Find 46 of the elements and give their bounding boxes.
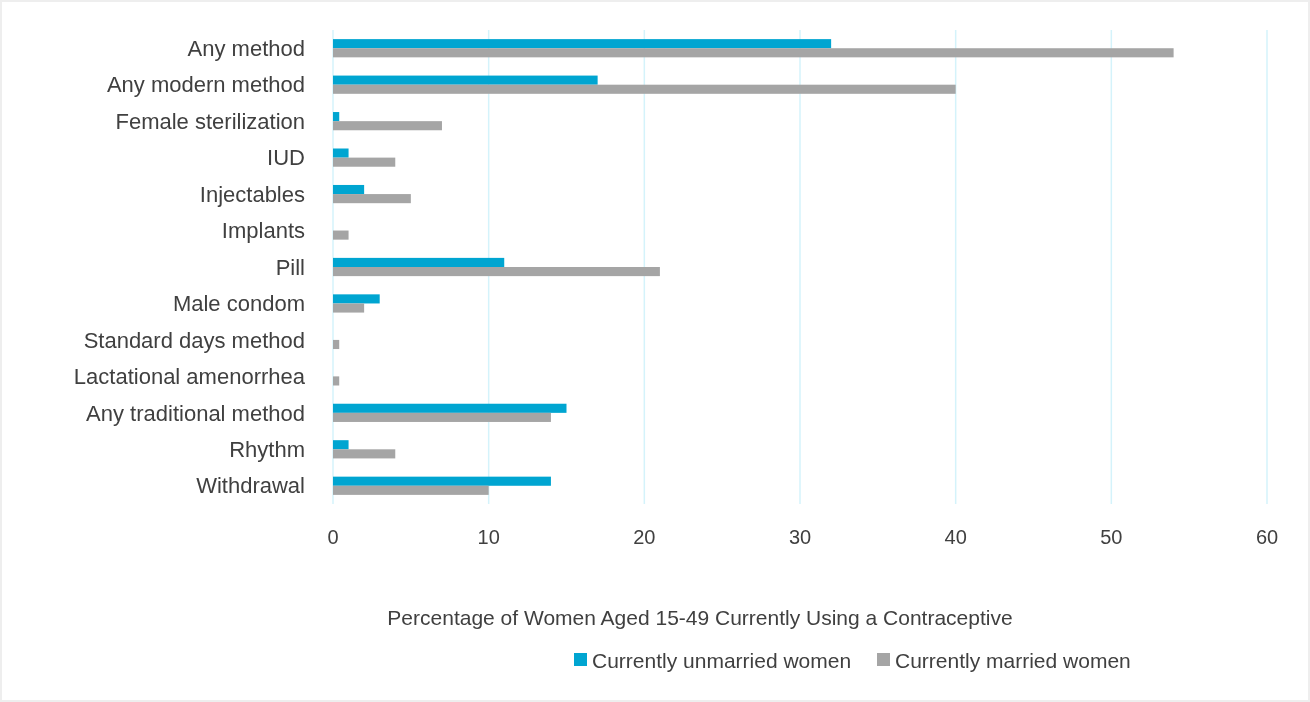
y-tick-label: Any traditional method — [86, 400, 305, 426]
bar — [333, 230, 349, 240]
bar — [333, 148, 349, 158]
y-tick-label: Any method — [187, 35, 305, 61]
y-tick-label: Pill — [275, 254, 305, 280]
bar — [333, 184, 365, 195]
x-tick-label: 40 — [944, 526, 967, 548]
y-tick-label: Any modern method — [106, 72, 305, 98]
y-tick-label: Male condom — [172, 291, 305, 317]
y-tick-label: Rhythm — [229, 437, 305, 463]
y-tick-label: Standard days method — [83, 327, 305, 353]
y-tick-label: Lactational amenorrhea — [73, 364, 306, 390]
bar — [333, 412, 551, 422]
legend-label: Currently married women — [895, 649, 1131, 673]
bar — [333, 257, 505, 267]
bar — [333, 449, 396, 459]
x-tick-label: 60 — [1255, 526, 1279, 548]
x-tick-label: 20 — [633, 526, 656, 548]
x-tick-label: 0 — [327, 526, 339, 548]
bar — [333, 476, 551, 486]
bar — [333, 267, 660, 277]
x-axis-title: Percentage of Women Aged 15-49 Currently Using a Contraceptive — [387, 606, 1013, 629]
bar — [333, 39, 832, 49]
y-tick-label: Injectables — [199, 181, 305, 207]
bar — [333, 303, 365, 313]
y-tick-label: Withdrawal — [196, 473, 305, 499]
bar — [333, 376, 340, 386]
bar — [333, 194, 411, 204]
bar — [333, 339, 340, 350]
y-tick-label: IUD — [267, 145, 305, 171]
x-tick-label: 30 — [788, 526, 812, 548]
bar — [333, 84, 956, 94]
y-tick-label: Female sterilization — [115, 108, 305, 134]
bar — [333, 403, 567, 413]
bar — [333, 112, 340, 122]
bar — [333, 48, 1174, 58]
bar — [333, 75, 598, 85]
bar — [333, 485, 489, 495]
bar — [333, 157, 396, 167]
bar — [333, 121, 442, 131]
bar — [333, 440, 349, 450]
legend-label: Currently unmarried women — [592, 649, 852, 673]
bar — [333, 294, 380, 304]
y-tick-label: Implants — [221, 218, 305, 244]
x-tick-label: 50 — [1100, 526, 1123, 548]
x-tick-label: 10 — [477, 526, 500, 548]
